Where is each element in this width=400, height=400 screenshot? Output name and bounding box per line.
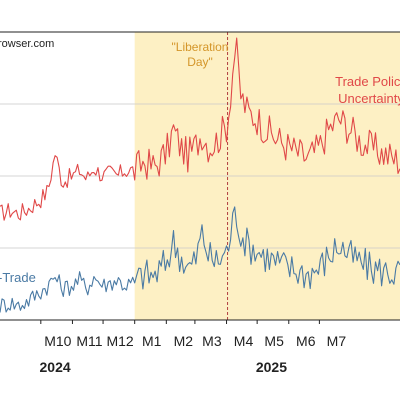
x-tick-label: M11 — [76, 333, 102, 349]
x-year-label: 2025 — [256, 359, 287, 375]
series-line-1 — [0, 37, 400, 221]
annotation-line: Day" — [187, 55, 213, 69]
x-tick-label: M10 — [44, 333, 71, 349]
x-tick-label: M6 — [296, 333, 316, 349]
x-tick-label: M12 — [106, 333, 133, 349]
x-tick-label: M5 — [264, 333, 284, 349]
series-label-line: Uncertainty — [338, 91, 400, 106]
x-year-label: 2024 — [40, 359, 71, 375]
x-tick-label: M1 — [142, 333, 162, 349]
series-line-2 — [0, 206, 400, 313]
series-label-trade-policy: Trade Policy Uncertainty — [335, 74, 400, 106]
annotation-liberation-day: "Liberation Day" — [172, 40, 229, 69]
series-label-line: Trade Policy — [335, 74, 400, 89]
x-tick-label: M2 — [174, 333, 194, 349]
x-tick-label: M4 — [234, 333, 254, 349]
source-text: rowser.com — [0, 38, 54, 50]
series-label-trade: -Trade — [0, 270, 36, 285]
x-tick-label: M7 — [327, 333, 347, 349]
annotation-line: "Liberation — [172, 40, 229, 54]
x-tick-label: M3 — [202, 333, 222, 349]
